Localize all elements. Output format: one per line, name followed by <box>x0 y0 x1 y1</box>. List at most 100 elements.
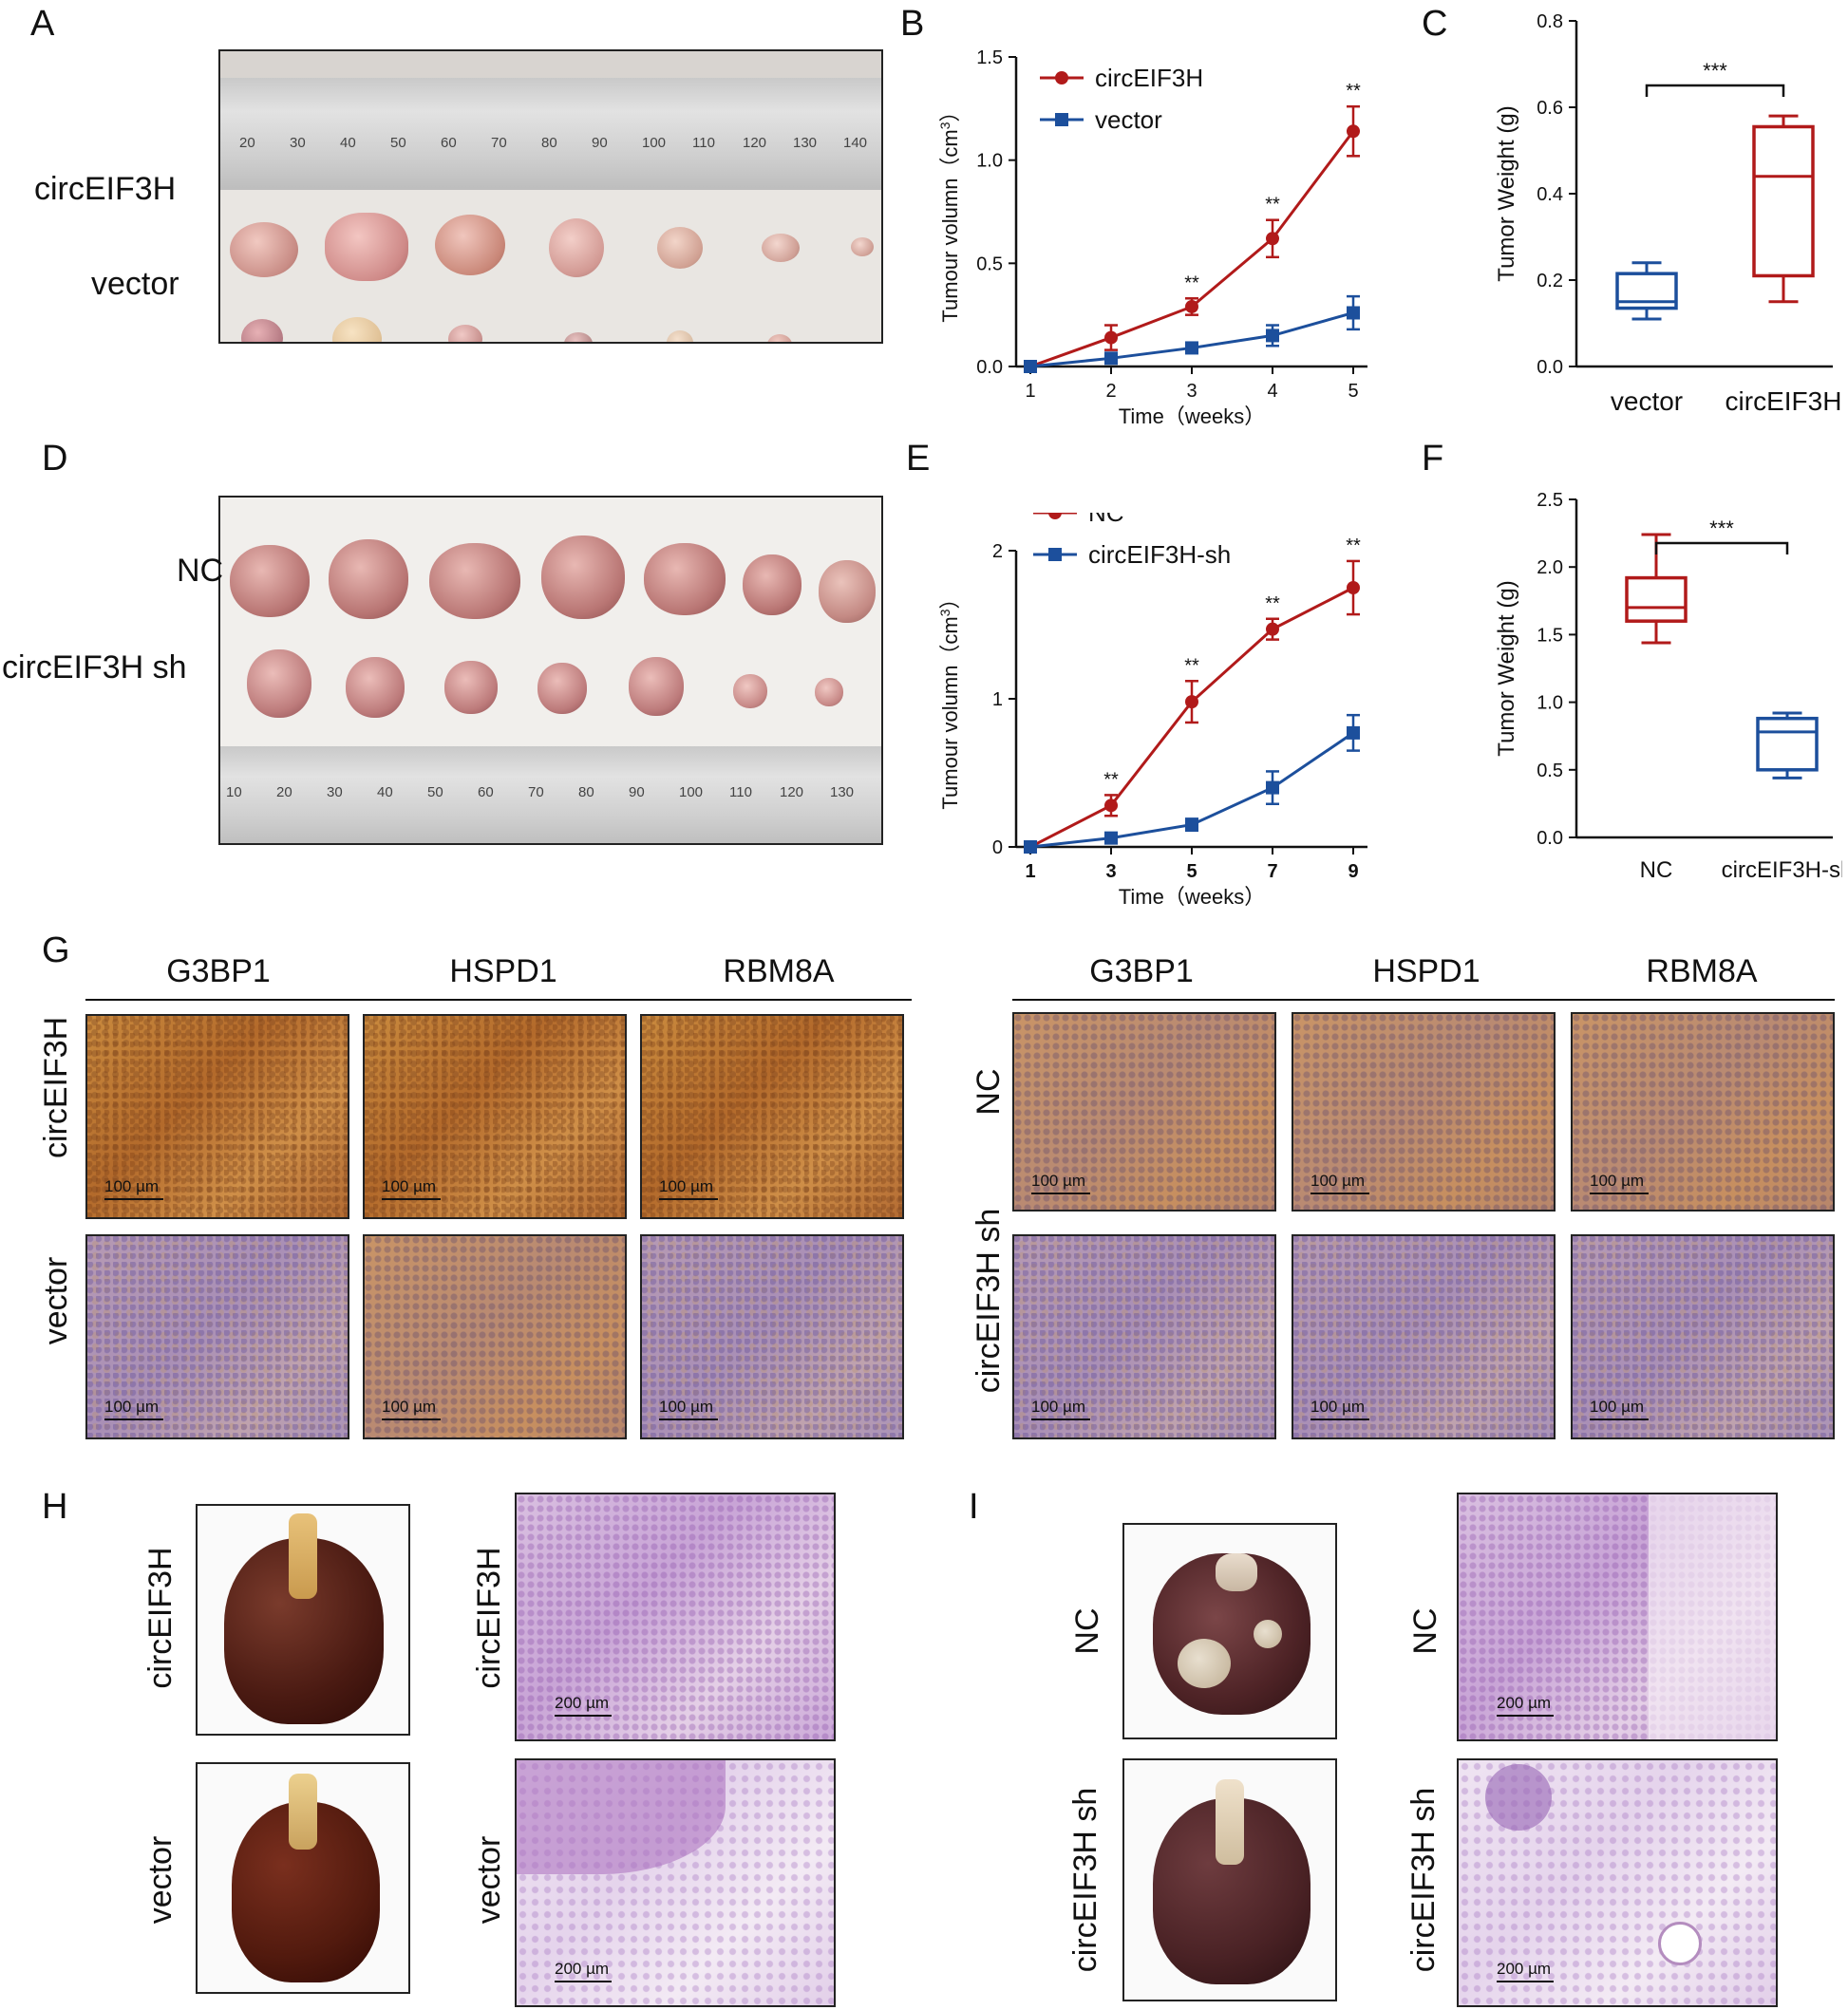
y-tick-label: 1.0 <box>976 151 1003 172</box>
ruler-number: 70 <box>528 784 544 800</box>
tumor <box>819 560 876 623</box>
panel-letter-f: F <box>1422 439 1444 479</box>
significance-bracket <box>1645 84 1785 97</box>
tumor <box>537 663 587 714</box>
he-image-vector: 200 µm <box>515 1758 836 2007</box>
significance-bracket <box>1654 541 1789 554</box>
ihc-image-sh-g3bp1: 100 µm <box>1012 1234 1276 1439</box>
tumor <box>851 237 874 256</box>
ruler-number: 50 <box>427 784 443 800</box>
ruler-number: 130 <box>793 135 818 151</box>
ihc-image-circeif3h-hspd1: 100 µm <box>363 1014 627 1219</box>
row-label-circeif3h: circEIF3H <box>38 1016 74 1158</box>
lung-photo-circeif3h <box>196 1504 410 1736</box>
data-point <box>1024 840 1037 854</box>
header-rule <box>1012 999 1835 1001</box>
chart-b-tumour-volume: 0.0 0.5 1.0 1.5 1 2 3 4 5 Time（weeks） Tumour volum… <box>937 47 1367 428</box>
metastatic-nodule <box>1254 1620 1282 1648</box>
column-header-hspd1: HSPD1 <box>1372 953 1480 989</box>
y-axis-label: Tumour volumn（cm3） <box>937 588 962 809</box>
scale-bar: 100 µm <box>659 1398 718 1420</box>
normal-lung-region <box>1649 1494 1776 1739</box>
tumor <box>762 234 800 262</box>
ihc-image-circeif3h-g3bp1: 100 µm <box>85 1014 349 1219</box>
data-point <box>1266 232 1279 246</box>
y-axis-label-text: Tumour volumn（cm <box>938 616 962 809</box>
ruler-number: 20 <box>276 784 292 800</box>
row-label-nc: NC <box>971 1068 1007 1116</box>
row-label-vector: vector <box>142 1835 179 1925</box>
significance-marker: ** <box>1265 593 1280 614</box>
tumor <box>541 535 625 619</box>
tumor <box>247 649 311 718</box>
he-image-circeif3h: 200 µm <box>515 1493 836 1741</box>
legend-marker <box>1048 513 1062 519</box>
category-label: vector <box>1611 386 1683 416</box>
ruler-number: 130 <box>830 784 855 800</box>
x-tick-label: 3 <box>1186 381 1197 402</box>
legend-label: circEIF3H <box>1095 64 1203 92</box>
scale-bar: 100 µm <box>382 1398 441 1420</box>
significance-marker: ** <box>1265 195 1280 216</box>
data-point <box>1104 351 1118 366</box>
trachea <box>1216 1553 1257 1591</box>
ruler-numbers: 20 30 40 50 60 70 80 90 100 110 120 130 140 <box>239 135 881 163</box>
tumor <box>733 674 767 708</box>
panel-letter-d: D <box>42 439 68 479</box>
trachea <box>289 1774 317 1850</box>
ruler-number: 120 <box>743 135 767 151</box>
y-tick-label: 0.0 <box>976 357 1003 378</box>
series-line-vector <box>1029 311 1354 368</box>
tumor <box>629 657 684 716</box>
y-tick-label: 0 <box>992 837 1003 858</box>
significance-marker: ** <box>1184 655 1199 676</box>
tumor <box>435 215 505 275</box>
x-axis-label: Time（weeks） <box>1119 404 1265 428</box>
tumor-photo-a: 20 30 40 50 60 70 80 90 100 110 120 130 140 <box>218 49 883 344</box>
ruler-numbers: 10 20 30 40 50 60 70 80 90 100 110 120 130 <box>220 784 881 813</box>
scale-bar: 200 µm <box>1497 1960 1554 1982</box>
y-tick-label: 0.2 <box>1537 271 1563 291</box>
scale-bar: 100 µm <box>1311 1172 1369 1194</box>
chart-c-tumor-weight: 0.0 0.2 0.4 0.6 0.8 Tumor Weight (g) vector cir… <box>1494 11 1841 416</box>
tumor <box>230 222 298 277</box>
legend-marker <box>1055 113 1068 126</box>
y-tick-label: 0.8 <box>1537 11 1563 32</box>
data-point <box>1104 798 1118 813</box>
significance-marker: *** <box>1703 59 1727 83</box>
tumor <box>329 539 408 619</box>
scale-bar: 200 µm <box>555 1960 612 1982</box>
y-axis-label-superscript: 3 <box>937 609 952 616</box>
x-tick-label: 5 <box>1186 861 1197 882</box>
ruler <box>220 746 881 843</box>
data-point <box>1185 817 1198 832</box>
tumor <box>346 657 405 718</box>
row-label-circeif3h: circEIF3H <box>34 171 177 207</box>
ihc-image-nc-g3bp1: 100 µm <box>1012 1012 1276 1212</box>
ruler-number: 20 <box>239 135 255 151</box>
y-tick-label: 0.0 <box>1537 357 1563 378</box>
row-label-nc: NC <box>1407 1607 1443 1655</box>
ruler-number: 120 <box>780 784 804 800</box>
vessel <box>1658 1922 1702 1965</box>
y-tick-label: 1.0 <box>1537 693 1563 714</box>
category-label: circEIF3H-sh <box>1722 857 1842 883</box>
row-label-nc: NC <box>177 553 224 589</box>
row-label-circeif3h-sh: circEIF3H sh <box>971 1208 1007 1394</box>
tumor-nodule <box>517 1760 726 1874</box>
header-rule <box>85 999 912 1001</box>
tumor <box>444 661 498 714</box>
column-header-hspd1: HSPD1 <box>449 953 557 989</box>
lung-photo-sh <box>1122 1758 1337 2001</box>
tumor <box>657 227 703 269</box>
box <box>1752 124 1815 278</box>
x-tick-label: 9 <box>1348 861 1358 882</box>
photo-background <box>220 190 881 342</box>
y-tick-label: 0.5 <box>1537 761 1563 781</box>
box <box>1756 716 1819 772</box>
scale-bar: 200 µm <box>1497 1694 1554 1717</box>
ruler-number: 40 <box>340 135 356 151</box>
panel-letter-i: I <box>969 1487 979 1527</box>
significance-marker: ** <box>1184 272 1199 293</box>
significance-marker: ** <box>1346 81 1361 102</box>
